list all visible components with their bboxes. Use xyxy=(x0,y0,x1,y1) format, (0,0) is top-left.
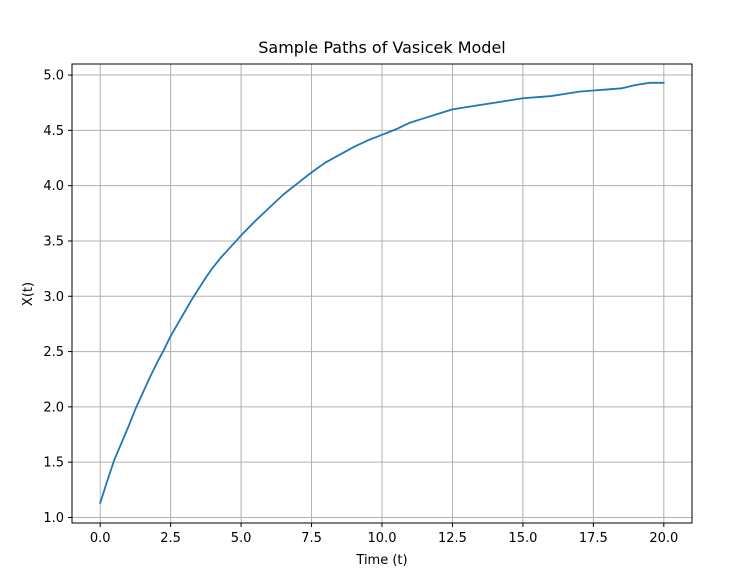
series-layer xyxy=(99,81,665,504)
x-tick-label: 0.0 xyxy=(90,531,111,546)
x-tick-label: 20.0 xyxy=(649,531,678,546)
chart-title: Sample Paths of Vasicek Model xyxy=(258,38,505,57)
x-tick-label: 2.5 xyxy=(160,531,181,546)
grid-lines xyxy=(72,64,692,523)
y-tick-label: 5.0 xyxy=(43,69,64,84)
y-axis-label: X(t) xyxy=(21,282,36,306)
x-tick-label: 5.0 xyxy=(231,531,252,546)
x-tick-label: 15.0 xyxy=(508,531,537,546)
series-line xyxy=(99,81,665,504)
y-tick-label: 3.5 xyxy=(43,234,64,249)
y-tick-label: 1.0 xyxy=(43,511,64,526)
y-tick-label: 4.0 xyxy=(43,179,64,194)
x-tick-label: 17.5 xyxy=(579,531,608,546)
x-axis-label: Time (t) xyxy=(355,553,407,568)
y-tick-label: 2.5 xyxy=(43,345,64,360)
y-tick-label: 3.0 xyxy=(43,290,64,305)
y-tick-label: 1.5 xyxy=(43,456,64,471)
y-tick-label: 2.0 xyxy=(43,400,64,415)
y-axis-ticks: 1.0 1.5 2.0 2.5 3.0 3.5 4.0 4.5 5.0 xyxy=(43,69,72,526)
x-tick-label: 10.0 xyxy=(368,531,397,546)
x-axis-ticks: 0.0 2.5 5.0 7.5 10.0 12.5 15.0 17.5 20.0 xyxy=(90,523,678,546)
x-tick-label: 12.5 xyxy=(438,531,467,546)
y-tick-label: 4.5 xyxy=(43,124,64,139)
x-tick-label: 7.5 xyxy=(301,531,322,546)
